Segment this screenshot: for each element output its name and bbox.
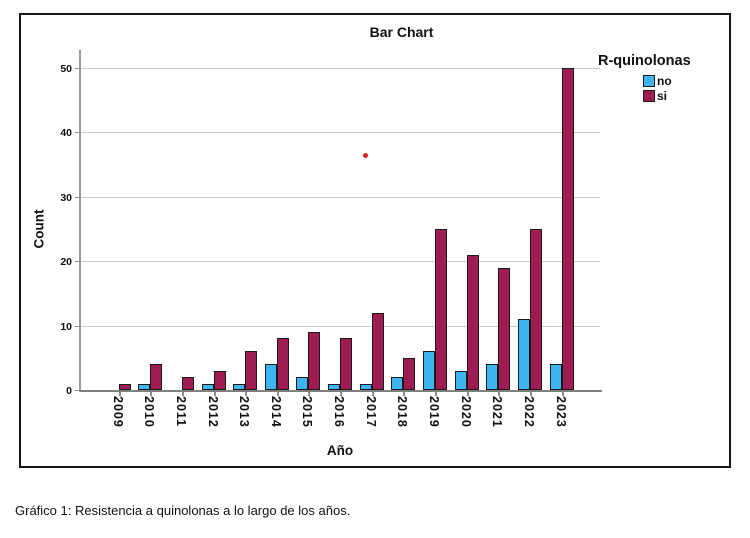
x-tick-label: 2016	[332, 396, 347, 428]
bar-si-2019	[435, 229, 447, 390]
x-tick-label: 2017	[363, 396, 378, 428]
bar-no-2023	[549, 364, 562, 390]
x-axis-tick	[181, 392, 184, 396]
y-axis-tick	[75, 132, 79, 134]
y-tick-label: 0	[66, 385, 72, 397]
x-tick-label: 2009	[110, 396, 125, 428]
bar-si-2016	[340, 338, 353, 390]
legend-item-label: si	[657, 88, 668, 103]
bar-si-2011	[181, 377, 194, 390]
y-tick-label: 50	[60, 63, 72, 75]
x-tick-label: 2020	[458, 396, 473, 428]
legend-item-si: si	[643, 88, 730, 103]
bar-no-2021	[486, 364, 499, 390]
x-tick-label: 2019	[427, 396, 441, 428]
x-tick-label: 2010	[142, 396, 157, 428]
bar-no-2017	[359, 384, 372, 390]
y-tick-label: 40	[60, 127, 72, 140]
x-axis-title: Año	[326, 443, 354, 458]
x-axis-tick	[466, 392, 469, 396]
y-axis-line	[79, 50, 81, 392]
x-tick-label: 2011	[173, 396, 188, 428]
bar-no-2019	[423, 351, 435, 390]
bar-si-2022	[529, 229, 542, 390]
bar-no-2013	[233, 384, 246, 390]
bar-no-2020	[454, 371, 467, 390]
bar-si-2017	[371, 313, 384, 390]
bar-si-2015	[308, 332, 321, 390]
bar-si-2014	[276, 338, 289, 390]
bar-no-2012	[201, 384, 214, 390]
y-axis-tick	[75, 325, 79, 327]
bar-si-2020	[466, 255, 479, 390]
chart-title: Bar Chart	[369, 24, 434, 40]
x-axis-tick	[213, 392, 216, 396]
legend-item-no: no	[643, 73, 730, 88]
chart-frame: Bar Chart Count 0 10 20 30 40 50 2009 2010 2011 2…	[19, 13, 731, 468]
y-tick-label: 30	[60, 191, 72, 204]
y-tick-label: 10	[60, 320, 72, 333]
x-axis-tick	[435, 392, 437, 396]
y-axis-tick	[75, 68, 79, 69]
chart-area: Bar Chart Count 0 10 20 30 40 50 2009 2010 2011 2…	[21, 15, 729, 466]
bar-no-2015	[296, 377, 309, 390]
bar-no-2022	[517, 319, 530, 390]
x-tick-label: 2018	[395, 396, 410, 428]
bar-si-2009	[118, 384, 131, 390]
bar-no-2016	[328, 384, 341, 390]
x-axis-tick	[245, 392, 248, 396]
legend: R-quinolonas no si	[598, 53, 730, 103]
bar-si-2010	[150, 364, 163, 390]
y-axis-title: Count	[31, 209, 47, 249]
gridline	[80, 325, 600, 327]
gridline	[80, 196, 600, 198]
legend-items: no si	[643, 73, 730, 103]
x-axis-tick	[340, 392, 343, 396]
bar-no-2014	[264, 364, 277, 390]
legend-item-label: no	[657, 73, 672, 88]
y-tick-label: 20	[60, 256, 72, 269]
x-axis-tick	[308, 392, 311, 396]
y-axis-tick	[75, 390, 79, 391]
gridline	[80, 68, 600, 69]
y-axis-tick	[75, 196, 79, 198]
x-tick-label: 2013	[237, 396, 252, 428]
bar-no-2018	[391, 377, 404, 390]
y-axis-tick	[75, 261, 79, 263]
bar-no-2010	[138, 384, 151, 390]
bar-si-2023	[561, 68, 574, 390]
gridline	[80, 132, 600, 134]
bar-si-2012	[213, 371, 226, 390]
x-tick-label: 2023	[553, 396, 568, 428]
legend-swatch-no	[643, 74, 655, 87]
x-tick-label: 2021	[490, 396, 505, 428]
x-tick-label: 2014	[268, 396, 283, 428]
figure-caption: Gráfico 1: Resistencia a quinolonas a lo…	[15, 503, 351, 518]
bar-si-2018	[403, 358, 416, 390]
x-tick-label: 2012	[205, 396, 220, 428]
legend-swatch-si	[643, 89, 655, 102]
x-axis-tick	[118, 392, 121, 396]
x-axis-tick	[403, 392, 406, 396]
x-tick-label: 2015	[300, 396, 315, 428]
gridline	[80, 261, 600, 263]
legend-title: R-quinolonas	[598, 53, 691, 69]
x-axis-tick	[371, 392, 374, 396]
x-axis-tick	[561, 392, 564, 396]
x-axis-tick	[529, 392, 532, 396]
outlier-dot	[362, 152, 368, 158]
bar-si-2021	[498, 268, 511, 390]
bar-si-2013	[245, 351, 258, 390]
x-axis-line	[80, 390, 602, 392]
x-axis-tick	[498, 392, 501, 396]
x-axis-tick	[276, 392, 279, 396]
x-axis-tick	[150, 392, 153, 396]
x-tick-label: 2022	[521, 396, 536, 428]
